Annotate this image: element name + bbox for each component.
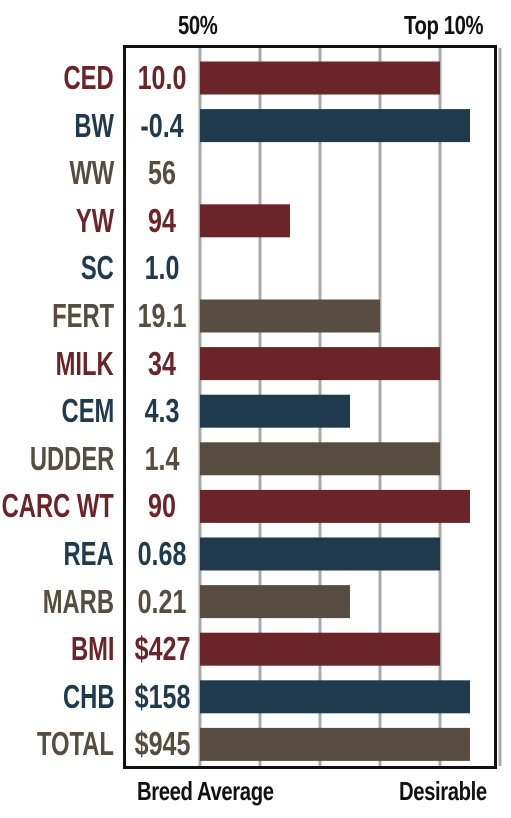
category-label: MILK xyxy=(55,344,114,382)
value-label: 56 xyxy=(148,154,176,192)
value-label: 10.0 xyxy=(137,59,187,96)
value-label: 4.3 xyxy=(144,392,180,430)
bar-cem xyxy=(200,394,350,428)
bar-rea xyxy=(200,537,440,571)
category-label: MARB xyxy=(42,582,114,620)
footer-breed-average: Breed Average xyxy=(137,776,274,806)
category-label: CARC WT xyxy=(1,487,114,525)
category-label: BMI xyxy=(70,630,114,668)
value-label: 34 xyxy=(148,344,176,382)
chart-frame xyxy=(123,45,497,769)
category-label: WW xyxy=(69,154,114,192)
value-label: 0.68 xyxy=(137,535,187,572)
category-label: REA xyxy=(63,535,114,572)
bar-fert xyxy=(200,299,380,333)
bar-milk xyxy=(200,347,440,381)
value-label: 0.21 xyxy=(137,582,187,620)
category-label: SC xyxy=(80,249,114,287)
value-label: 1.0 xyxy=(144,249,180,287)
value-label: 1.4 xyxy=(144,439,180,477)
category-label: YW xyxy=(75,201,114,239)
value-label: -0.4 xyxy=(140,106,184,144)
bar-udder xyxy=(200,442,440,476)
value-label: 94 xyxy=(148,201,176,239)
category-label: CED xyxy=(63,59,114,96)
category-label: BW xyxy=(74,106,114,144)
bar-marb xyxy=(200,585,350,619)
header-50-percent: 50% xyxy=(178,10,218,40)
value-label: 90 xyxy=(148,487,176,525)
value-label: $158 xyxy=(134,677,191,715)
bar-bmi xyxy=(200,632,440,666)
value-label: $945 xyxy=(134,725,191,763)
bar-bw xyxy=(200,109,470,143)
category-label: CEM xyxy=(61,392,114,430)
category-label: UDDER xyxy=(29,439,114,477)
bar-ced xyxy=(200,61,440,95)
category-label: TOTAL xyxy=(37,725,114,763)
value-label: 19.1 xyxy=(137,297,187,334)
header-top-10-percent: Top 10% xyxy=(404,10,484,40)
bar-chb xyxy=(200,680,470,714)
bar-carc-wt xyxy=(200,489,470,523)
footer-desirable: Desirable xyxy=(399,776,487,806)
bar-yw xyxy=(200,204,290,238)
bar-total xyxy=(200,727,470,761)
category-label: CHB xyxy=(62,677,114,715)
value-label: $427 xyxy=(134,630,191,668)
category-label: FERT xyxy=(51,297,114,334)
